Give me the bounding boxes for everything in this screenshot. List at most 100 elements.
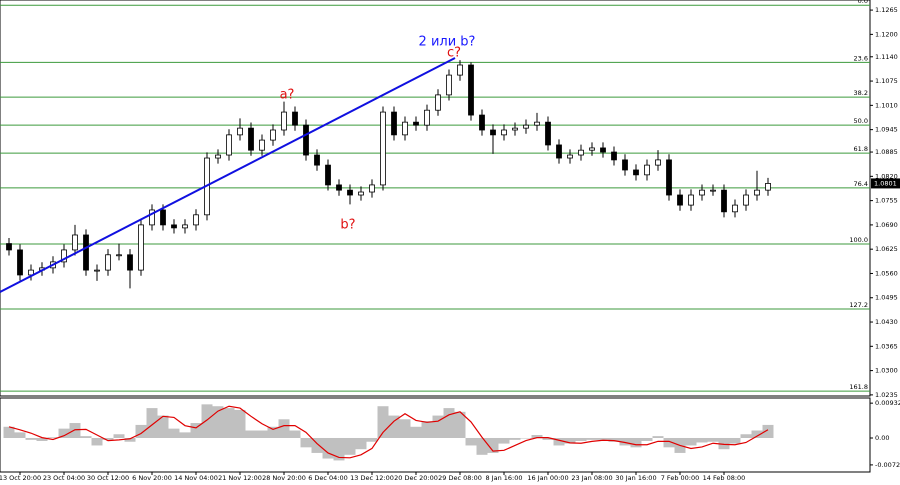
x-tick-label: 6 Dec 04:00 (308, 474, 348, 482)
candle-body (138, 224, 144, 271)
y-tick-label: 1.0495 (875, 294, 898, 302)
x-tick-label: 23 Jan 08:00 (571, 474, 612, 482)
candle-body (622, 159, 628, 171)
annotation: 2 или b? (419, 35, 476, 50)
histogram-bar (509, 437, 521, 440)
x-tick-label: 29 Dec 08:00 (438, 474, 482, 482)
histogram-bar (751, 430, 763, 438)
x-tick-label: 13 Oct 20:00 (0, 474, 41, 482)
candle-body (380, 111, 386, 186)
histogram-bar (124, 437, 136, 442)
y-tick-label: 1.0820 (875, 172, 898, 180)
histogram-bar (465, 437, 477, 446)
histogram-bar (278, 419, 290, 438)
histogram-bar (476, 437, 488, 455)
histogram-bar (25, 437, 37, 440)
histogram-bar (399, 419, 411, 438)
candle-body (325, 164, 331, 186)
candle-body (743, 194, 749, 206)
signal-line (8, 405, 769, 459)
y-tick-label: 1.0300 (875, 367, 898, 375)
y-tick-label: 1.1140 (875, 53, 898, 61)
histogram-bar (652, 436, 664, 438)
histogram-bar (498, 437, 510, 444)
candle-body (369, 184, 375, 193)
histogram-bar (762, 424, 774, 438)
y-tick-label: 1.0235 (875, 391, 898, 399)
candle-body (105, 254, 111, 271)
x-tick-label: 14 Nov 04:00 (174, 474, 218, 482)
candle-body (424, 109, 430, 126)
candle-body (545, 121, 551, 146)
candle-body (512, 127, 518, 131)
y-tick-label: 1.0430 (875, 318, 898, 326)
histogram-bar (179, 432, 191, 438)
histogram-bar (454, 411, 466, 438)
candle-body (457, 64, 463, 76)
y-tick-label: 1.1075 (875, 77, 898, 85)
histogram-bar (201, 404, 213, 438)
candle-body (446, 74, 452, 96)
x-tick-label: 14 Feb 08:00 (703, 474, 746, 482)
histogram-bar (729, 437, 741, 444)
histogram-bar (146, 408, 158, 438)
histogram-bar (663, 437, 675, 448)
y-tick-label: 1.0945 (875, 126, 898, 134)
candle-body (116, 254, 122, 257)
x-tick-label: 21 Nov 12:00 (218, 474, 262, 482)
histogram-bar (377, 406, 389, 438)
candle-body (468, 64, 474, 116)
histogram-bar (80, 436, 92, 438)
histogram-bar (135, 424, 147, 438)
histogram-bar (58, 428, 70, 438)
candle-body (699, 189, 705, 196)
candle-body (633, 169, 639, 176)
histogram-bar (575, 437, 587, 441)
candle-body (688, 194, 694, 206)
histogram-bar (300, 437, 312, 448)
y-tick-label: 1.0885 (875, 148, 898, 156)
x-tick-label: 23 Oct 04:00 (43, 474, 85, 482)
histogram-bar (289, 430, 301, 438)
y-tick-label: 1.1265 (875, 6, 898, 14)
y-tick-label: 1.0625 (875, 245, 898, 253)
histogram-bar (366, 437, 378, 442)
x-tick-label: 6 Nov 20:00 (132, 474, 172, 482)
histogram-bar (344, 437, 356, 455)
x-tick-label: 20 Dec 20:00 (394, 474, 438, 482)
histogram-bar (36, 437, 48, 441)
histogram-bar (256, 430, 268, 438)
x-tick-label: 8 Jan 16:00 (485, 474, 522, 482)
candle-body (171, 224, 177, 229)
annotation: a? (280, 88, 295, 103)
histogram-bar (69, 423, 81, 438)
histogram-bar (542, 437, 554, 440)
main-panel (0, 0, 871, 397)
histogram-bar (586, 437, 598, 440)
candle-body (215, 154, 221, 159)
candle-body (490, 129, 496, 136)
candle-body (83, 234, 89, 271)
candle-body (754, 189, 760, 196)
histogram-bar (14, 432, 26, 438)
annotation: b? (340, 218, 355, 233)
fib-label: 127.2 (849, 301, 868, 309)
candle-body (655, 159, 661, 166)
last-price-label: 1.0801 (874, 179, 897, 187)
candle-body (611, 151, 617, 161)
candle-body (160, 209, 166, 226)
candle-body (17, 249, 23, 276)
histogram-bar (333, 437, 345, 461)
candle-body (281, 111, 287, 131)
x-tick-label: 16 Jan 00:00 (527, 474, 568, 482)
candle-body (127, 254, 133, 271)
candle-body (435, 94, 441, 111)
histogram-bar (355, 437, 367, 450)
histogram-bar (432, 415, 444, 438)
candle-body (303, 124, 309, 156)
histogram-bar (190, 423, 202, 438)
candle-body (72, 234, 78, 251)
candle-body (501, 129, 507, 136)
histogram-bar (157, 415, 169, 438)
histogram-bar (168, 428, 180, 438)
